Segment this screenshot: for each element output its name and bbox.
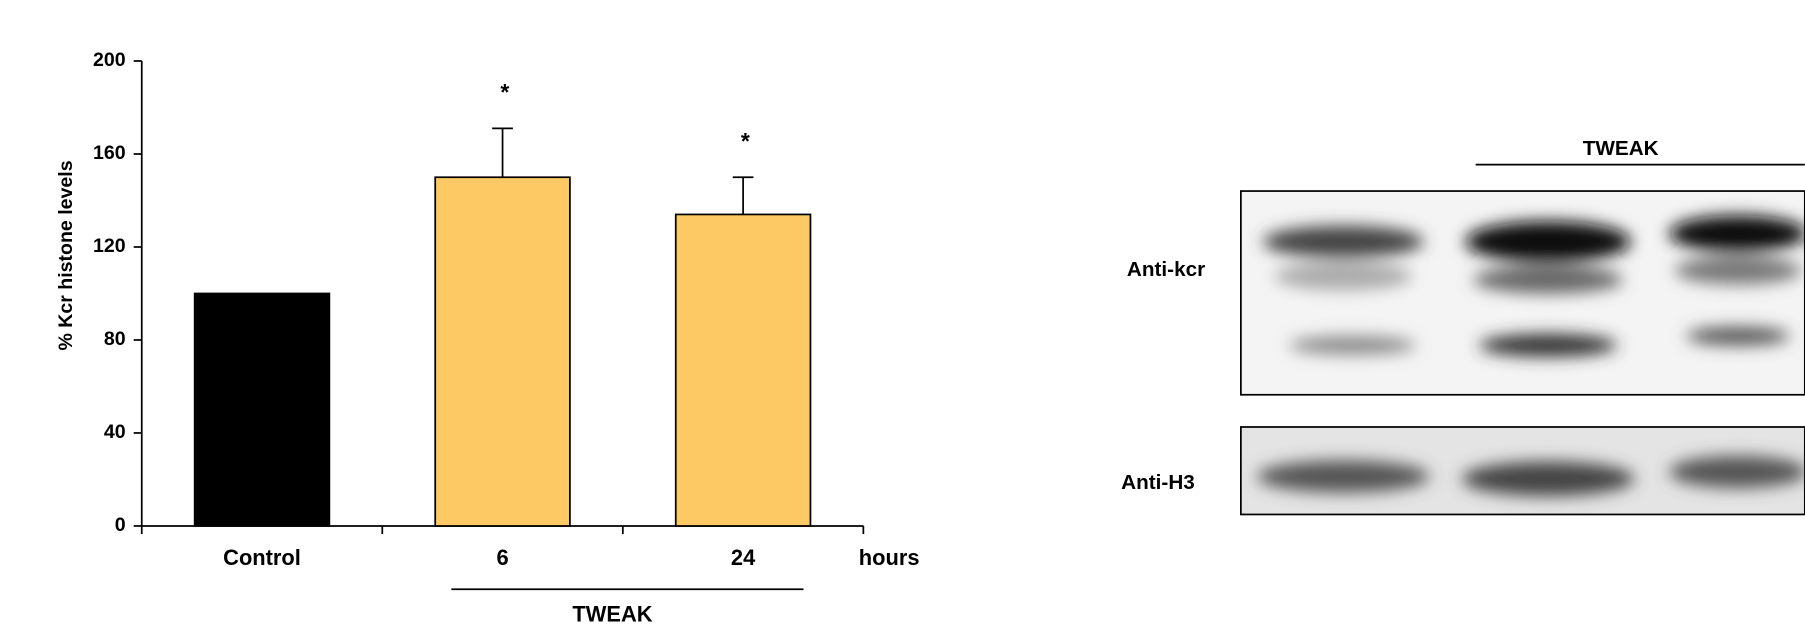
bar <box>435 177 570 526</box>
blot-row-label: Anti-kcr <box>1127 258 1205 281</box>
x-tick-label: Control <box>223 545 301 570</box>
blot: TWEAK Anti-kcr Anti-H3 <box>1121 137 1805 514</box>
x-unit-label: hours <box>859 545 920 570</box>
x-tick-label: 6 <box>496 545 508 570</box>
blot-row-label: Anti-H3 <box>1121 471 1195 494</box>
group-label: TWEAK <box>572 602 652 627</box>
blot-group-label: TWEAK <box>1583 137 1659 160</box>
bar <box>195 293 330 525</box>
bar <box>676 214 811 526</box>
x-tick-label: 24 <box>731 545 756 570</box>
y-tick-label: 200 <box>93 49 126 71</box>
significance-marker: * <box>741 128 750 154</box>
y-tick-label: 80 <box>104 328 126 350</box>
y-axis-label: % Kcr histone levels <box>55 160 77 350</box>
significance-marker: * <box>500 79 509 105</box>
figure: % Kcr histone levels hours TWEAK TWEAK A… <box>0 0 1805 633</box>
y-tick-label: 120 <box>93 235 126 257</box>
y-tick-label: 160 <box>93 142 126 164</box>
y-tick-label: 0 <box>115 514 126 536</box>
y-tick-label: 40 <box>104 421 126 443</box>
